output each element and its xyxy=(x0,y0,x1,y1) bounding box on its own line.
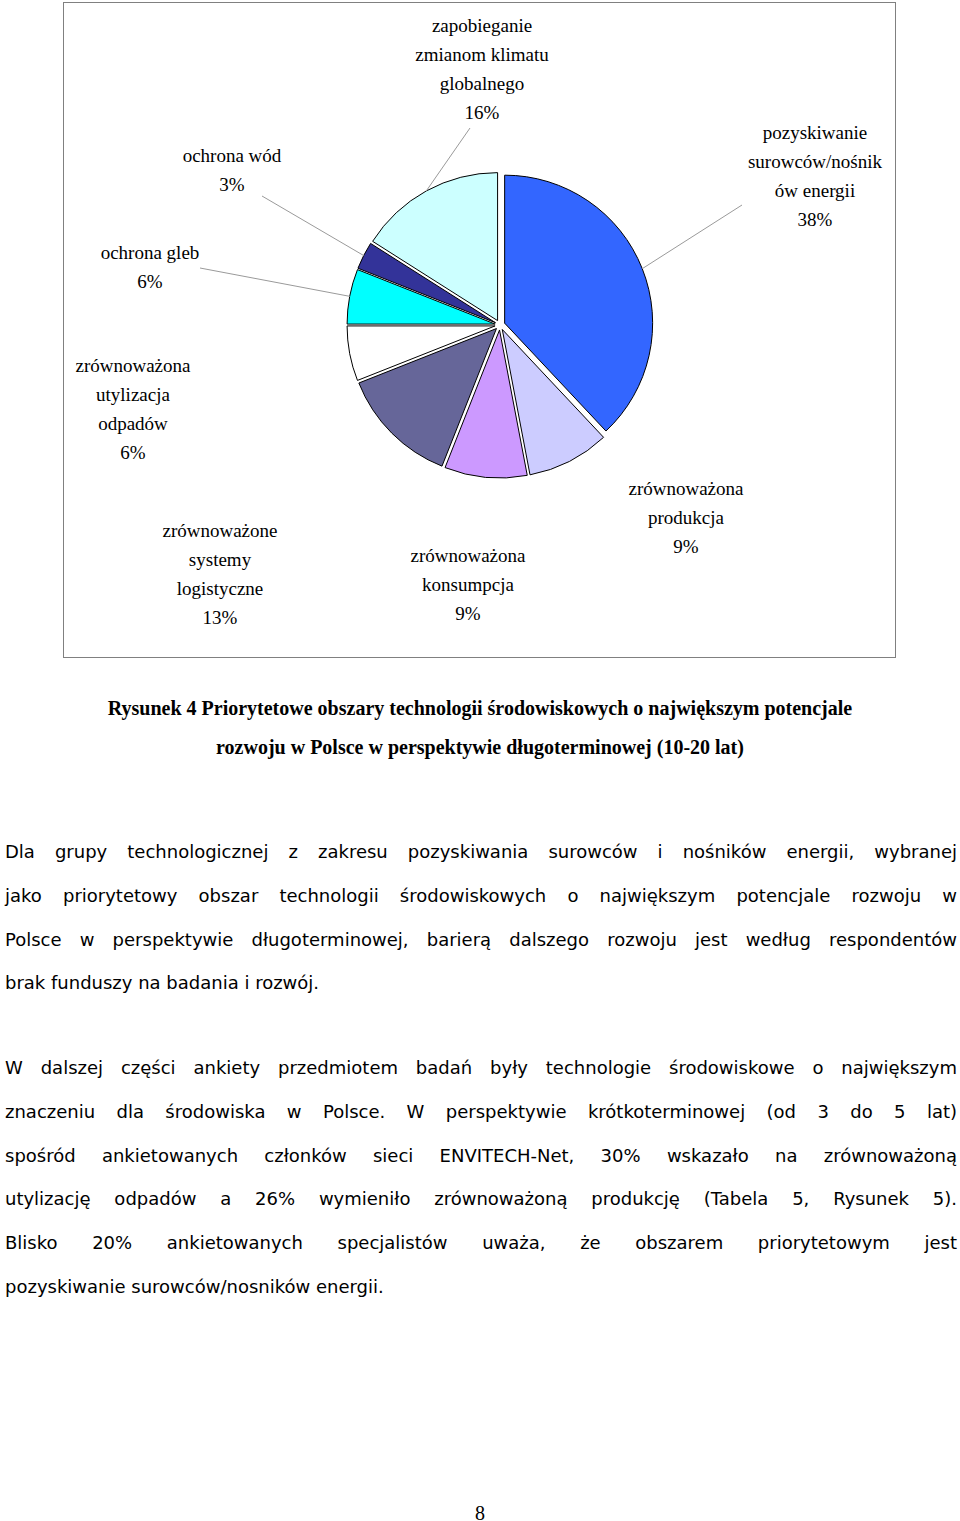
paragraph-line: spośród ankietowanych członków sieci ENV… xyxy=(5,1141,957,1171)
value-label: 16% xyxy=(465,102,500,123)
value-label: 3% xyxy=(219,174,245,195)
paragraph-line: znaczeniu dla środowiska w Polsce. W per… xyxy=(5,1097,957,1127)
category-label: zrównoważona produkcja xyxy=(628,478,744,528)
paragraph-line: W dalszej części ankiety przedmiotem bad… xyxy=(5,1053,957,1083)
paragraph-line: Dla grupy technologicznej z zakresu pozy… xyxy=(5,837,957,867)
leader-line xyxy=(262,196,364,256)
category-label: pozyskiwanie surowców/nośnik ów energii xyxy=(748,122,883,201)
category-label: zrównoważone systemy logistyczne xyxy=(162,520,277,599)
category-label: zapobieganie zmianom klimatu globalnego xyxy=(415,15,549,94)
chart: pozyskiwanie surowców/nośnik ów energii 38%… xyxy=(0,0,960,670)
value-label: 38% xyxy=(798,209,833,230)
category-line: zrównoważona xyxy=(628,478,744,499)
category-line: pozyskiwanie xyxy=(763,122,867,143)
pie-slice xyxy=(347,326,495,380)
category-line: ochrona gleb xyxy=(101,242,200,263)
paragraph-line: jako priorytetowy obszar technologii śro… xyxy=(5,881,957,911)
pie-slice xyxy=(373,173,498,321)
slice-label: pozyskiwanie surowców/nośnik ów energii 38% xyxy=(748,122,883,230)
category-line: ochrona wód xyxy=(183,145,282,166)
data-labels: pozyskiwanie surowców/nośnik ów energii 38%… xyxy=(75,15,882,628)
category-line: zmianom klimatu xyxy=(415,44,549,65)
category-line: utylizacja xyxy=(96,384,170,405)
value-label: 13% xyxy=(203,607,238,628)
slice-label: zrównoważone systemy logistyczne 13% xyxy=(162,520,277,628)
category-line: odpadów xyxy=(98,413,168,434)
slice-label: zapobieganie zmianom klimatu globalnego 16% xyxy=(415,15,549,123)
category-label: ochrona gleb xyxy=(101,242,200,263)
paragraph-line: pozyskiwanie surowców/nosników energii. xyxy=(5,1272,957,1302)
value-label: 6% xyxy=(120,442,146,463)
page: {"chart_data": {"type": "pie", "categori… xyxy=(0,0,960,1521)
slice-label: zrównoważona produkcja 9% xyxy=(628,478,744,557)
caption-line: Rysunek 4 Priorytetowe obszary technolog… xyxy=(0,693,960,723)
category-line: zrównoważone xyxy=(162,520,277,541)
category-line: logistyczne xyxy=(177,578,264,599)
category-line: globalnego xyxy=(440,73,524,94)
paragraph-line: brak funduszy na badania i rozwój. xyxy=(5,968,957,998)
category-line: zapobieganie xyxy=(432,15,532,36)
value-label: 6% xyxy=(137,271,163,292)
chart-frame xyxy=(64,3,896,658)
slice-label: ochrona wód 3% xyxy=(183,145,282,195)
category-line: zrównoważona xyxy=(410,545,526,566)
category-line: surowców/nośnik xyxy=(748,151,883,172)
category-line: konsumpcja xyxy=(422,574,514,595)
category-line: zrównoważona xyxy=(75,355,191,376)
paragraph-line: utylizację odpadów a 26% wymieniło zrówn… xyxy=(5,1184,957,1214)
category-line: systemy xyxy=(189,549,252,570)
slices xyxy=(347,173,653,478)
paragraph-line: Blisko 20% ankietowanych specjalistów uw… xyxy=(5,1228,957,1258)
paragraph-line: Polsce w perspektywie długoterminowej, b… xyxy=(5,925,957,955)
leader-line xyxy=(426,128,470,191)
caption-line: rozwoju w Polsce w perspektywie długoter… xyxy=(0,732,960,762)
value-label: 9% xyxy=(455,603,481,624)
leader-line xyxy=(200,268,350,296)
category-label: zrównoważona utylizacja odpadów xyxy=(75,355,191,434)
category-label: zrównoważona konsumpcja xyxy=(410,545,526,595)
category-label: ochrona wód xyxy=(183,145,282,166)
leader-line xyxy=(642,205,742,269)
value-label: 9% xyxy=(673,536,699,557)
slice-label: zrównoważona konsumpcja 9% xyxy=(410,545,526,624)
slice-label: zrównoważona utylizacja odpadów 6% xyxy=(75,355,191,463)
category-line: produkcja xyxy=(648,507,725,528)
page-number: 8 xyxy=(0,1498,960,1521)
category-line: ów energii xyxy=(775,180,855,201)
slice-label: ochrona gleb 6% xyxy=(101,242,200,292)
